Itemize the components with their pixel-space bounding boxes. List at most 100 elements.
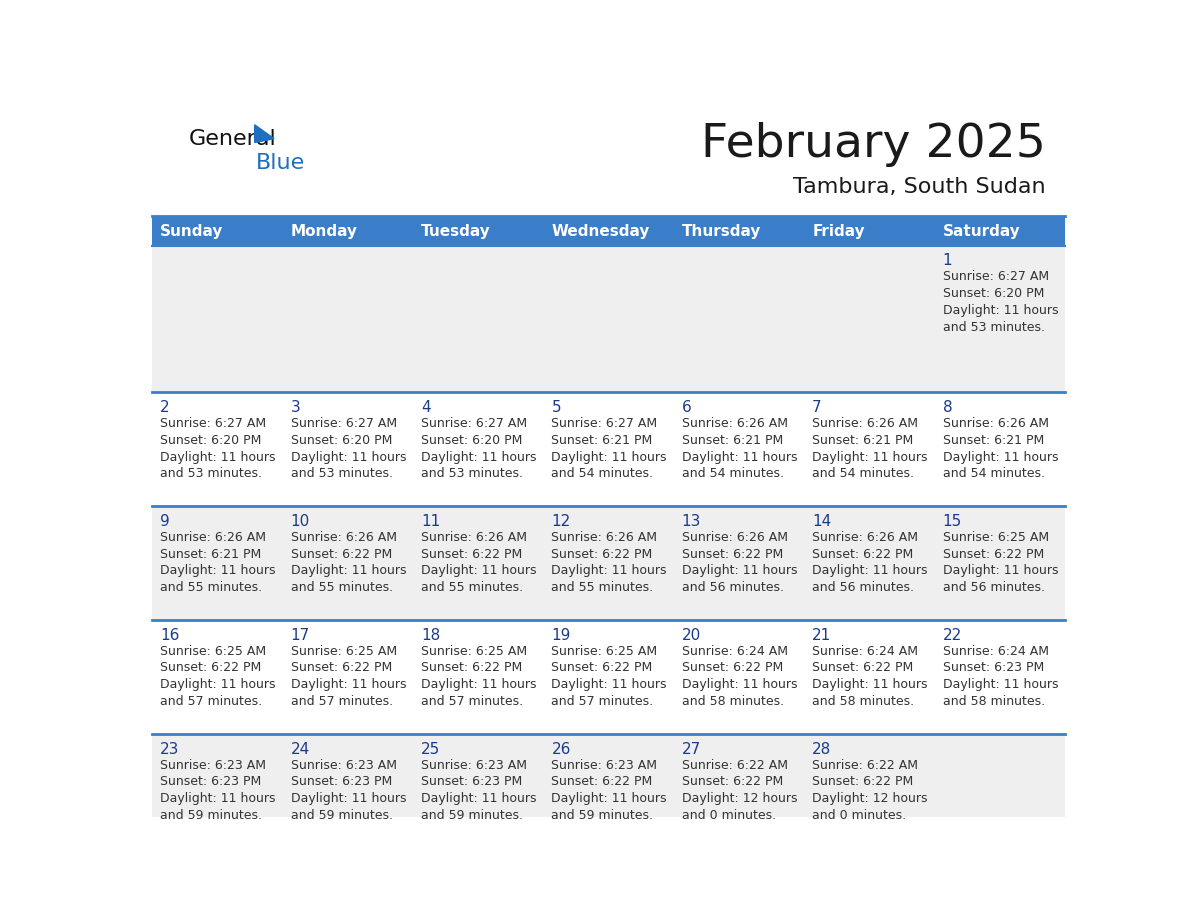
Text: Sunset: 6:22 PM: Sunset: 6:22 PM [160, 662, 261, 675]
Text: and 54 minutes.: and 54 minutes. [942, 467, 1044, 480]
Text: and 59 minutes.: and 59 minutes. [291, 810, 392, 823]
Text: Sunrise: 6:26 AM: Sunrise: 6:26 AM [160, 531, 266, 543]
Text: and 58 minutes.: and 58 minutes. [813, 695, 915, 709]
Text: Daylight: 11 hours: Daylight: 11 hours [291, 678, 406, 691]
Text: General: General [189, 129, 277, 150]
Text: Sunrise: 6:26 AM: Sunrise: 6:26 AM [942, 417, 1049, 430]
Text: and 57 minutes.: and 57 minutes. [551, 695, 653, 709]
Bar [674, 217, 804, 246]
Text: Daylight: 11 hours: Daylight: 11 hours [942, 565, 1059, 577]
Bar [152, 246, 1066, 392]
Text: Daylight: 11 hours: Daylight: 11 hours [942, 451, 1059, 464]
Text: Sunset: 6:22 PM: Sunset: 6:22 PM [682, 662, 783, 675]
Text: and 57 minutes.: and 57 minutes. [421, 695, 523, 709]
Text: and 55 minutes.: and 55 minutes. [551, 581, 653, 594]
Text: 8: 8 [942, 399, 953, 415]
Text: and 0 minutes.: and 0 minutes. [682, 810, 776, 823]
Text: 16: 16 [160, 628, 179, 643]
Text: Sunset: 6:21 PM: Sunset: 6:21 PM [551, 433, 652, 446]
Text: and 56 minutes.: and 56 minutes. [942, 581, 1044, 594]
Text: Sunrise: 6:25 AM: Sunrise: 6:25 AM [421, 644, 527, 657]
Text: 17: 17 [291, 628, 310, 643]
Text: Sunrise: 6:27 AM: Sunrise: 6:27 AM [421, 417, 527, 430]
Text: Sunset: 6:22 PM: Sunset: 6:22 PM [813, 662, 914, 675]
Text: 15: 15 [942, 514, 962, 529]
Text: 28: 28 [813, 742, 832, 756]
Text: Daylight: 11 hours: Daylight: 11 hours [551, 792, 666, 805]
Text: Daylight: 11 hours: Daylight: 11 hours [160, 451, 276, 464]
Text: 23: 23 [160, 742, 179, 756]
Text: Sunset: 6:21 PM: Sunset: 6:21 PM [160, 547, 261, 561]
Text: Sunrise: 6:26 AM: Sunrise: 6:26 AM [291, 531, 397, 543]
Text: Sunset: 6:22 PM: Sunset: 6:22 PM [421, 662, 523, 675]
Text: Daylight: 11 hours: Daylight: 11 hours [813, 565, 928, 577]
Text: and 53 minutes.: and 53 minutes. [421, 467, 523, 480]
Text: Daylight: 11 hours: Daylight: 11 hours [421, 451, 537, 464]
Text: Sunset: 6:23 PM: Sunset: 6:23 PM [160, 776, 261, 789]
Text: and 58 minutes.: and 58 minutes. [942, 695, 1044, 709]
Text: and 55 minutes.: and 55 minutes. [291, 581, 393, 594]
Bar [804, 217, 935, 246]
Text: 25: 25 [421, 742, 441, 756]
Text: Daylight: 11 hours: Daylight: 11 hours [291, 565, 406, 577]
Text: Sunrise: 6:26 AM: Sunrise: 6:26 AM [551, 531, 657, 543]
Text: 10: 10 [291, 514, 310, 529]
Text: Sunrise: 6:26 AM: Sunrise: 6:26 AM [682, 417, 788, 430]
Text: Sunset: 6:22 PM: Sunset: 6:22 PM [813, 547, 914, 561]
Text: Saturday: Saturday [942, 224, 1020, 239]
Text: Daylight: 11 hours: Daylight: 11 hours [551, 451, 666, 464]
Text: Monday: Monday [291, 224, 358, 239]
Text: Sunrise: 6:22 AM: Sunrise: 6:22 AM [682, 758, 788, 771]
Text: 11: 11 [421, 514, 441, 529]
Text: 21: 21 [813, 628, 832, 643]
Text: 18: 18 [421, 628, 441, 643]
Text: Sunrise: 6:27 AM: Sunrise: 6:27 AM [291, 417, 397, 430]
Text: Sunset: 6:20 PM: Sunset: 6:20 PM [421, 433, 523, 446]
Text: 13: 13 [682, 514, 701, 529]
Text: and 53 minutes.: and 53 minutes. [291, 467, 392, 480]
Text: Sunset: 6:20 PM: Sunset: 6:20 PM [291, 433, 392, 446]
Text: Sunset: 6:22 PM: Sunset: 6:22 PM [813, 776, 914, 789]
Text: Sunset: 6:22 PM: Sunset: 6:22 PM [682, 547, 783, 561]
Polygon shape [254, 125, 274, 142]
Text: Sunset: 6:22 PM: Sunset: 6:22 PM [551, 547, 652, 561]
Text: Daylight: 11 hours: Daylight: 11 hours [682, 451, 797, 464]
Text: Sunrise: 6:23 AM: Sunrise: 6:23 AM [551, 758, 657, 771]
Text: Sunset: 6:21 PM: Sunset: 6:21 PM [942, 433, 1044, 446]
Text: Daylight: 11 hours: Daylight: 11 hours [421, 792, 537, 805]
Text: 5: 5 [551, 399, 561, 415]
Text: Sunrise: 6:27 AM: Sunrise: 6:27 AM [942, 270, 1049, 284]
Text: Sunrise: 6:26 AM: Sunrise: 6:26 AM [813, 417, 918, 430]
Text: Daylight: 11 hours: Daylight: 11 hours [291, 792, 406, 805]
Text: Sunset: 6:22 PM: Sunset: 6:22 PM [682, 776, 783, 789]
Text: Sunset: 6:22 PM: Sunset: 6:22 PM [421, 547, 523, 561]
Text: and 0 minutes.: and 0 minutes. [813, 810, 906, 823]
Text: and 54 minutes.: and 54 minutes. [551, 467, 653, 480]
Text: 20: 20 [682, 628, 701, 643]
Text: Daylight: 11 hours: Daylight: 11 hours [551, 678, 666, 691]
Text: Sunrise: 6:23 AM: Sunrise: 6:23 AM [291, 758, 397, 771]
Text: 1: 1 [942, 253, 953, 268]
Bar [935, 217, 1066, 246]
Text: Daylight: 11 hours: Daylight: 11 hours [160, 792, 276, 805]
Text: February 2025: February 2025 [701, 122, 1045, 167]
Text: Tuesday: Tuesday [421, 224, 491, 239]
Text: Sunrise: 6:27 AM: Sunrise: 6:27 AM [160, 417, 266, 430]
Text: 12: 12 [551, 514, 570, 529]
Text: Thursday: Thursday [682, 224, 762, 239]
Text: and 57 minutes.: and 57 minutes. [291, 695, 393, 709]
Text: Daylight: 12 hours: Daylight: 12 hours [813, 792, 928, 805]
Text: 27: 27 [682, 742, 701, 756]
Text: 2: 2 [160, 399, 170, 415]
Text: Sunrise: 6:23 AM: Sunrise: 6:23 AM [421, 758, 527, 771]
Text: Daylight: 11 hours: Daylight: 11 hours [160, 565, 276, 577]
Text: Sunset: 6:23 PM: Sunset: 6:23 PM [291, 776, 392, 789]
Text: Sunrise: 6:24 AM: Sunrise: 6:24 AM [942, 644, 1049, 657]
Bar [152, 506, 1066, 620]
Bar [152, 217, 283, 246]
Text: Daylight: 12 hours: Daylight: 12 hours [682, 792, 797, 805]
Text: 6: 6 [682, 399, 691, 415]
Text: and 56 minutes.: and 56 minutes. [682, 581, 784, 594]
Text: and 54 minutes.: and 54 minutes. [682, 467, 784, 480]
Bar [152, 620, 1066, 733]
